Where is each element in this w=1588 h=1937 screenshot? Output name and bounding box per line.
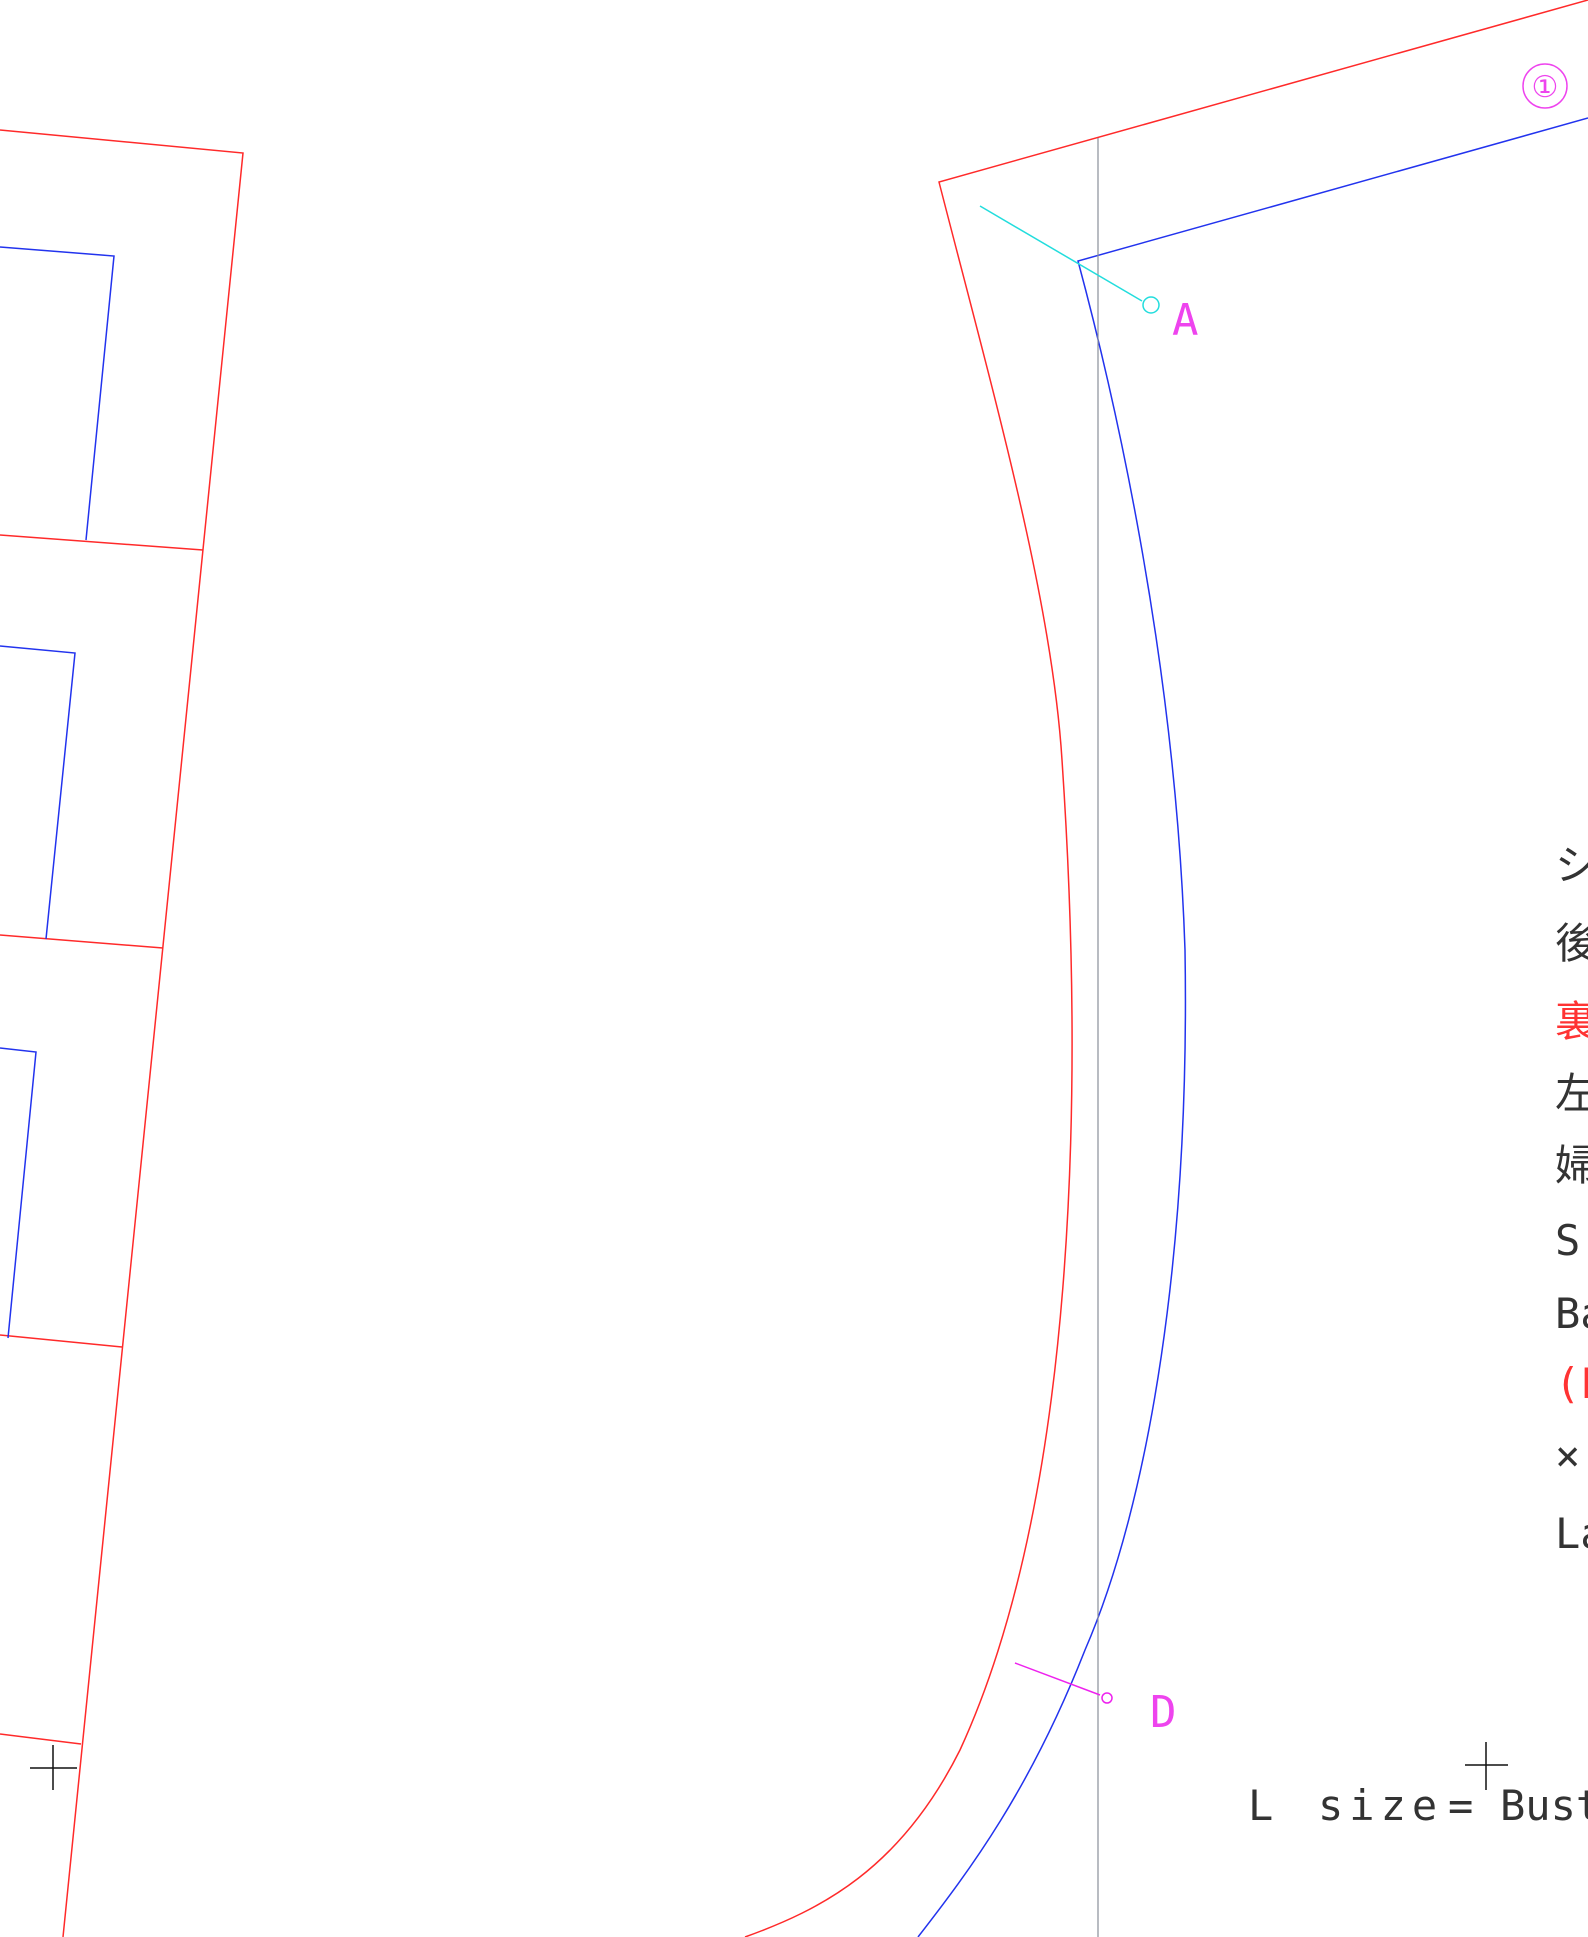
size-line-label: L — [1248, 1781, 1273, 1830]
point-a-label: A — [1172, 295, 1199, 346]
marker-a-circle — [1142, 296, 1160, 314]
piece-number-badge — [1522, 63, 1568, 109]
left-piece-seam-outline — [0, 129, 244, 1937]
right-pattern-piece — [744, 0, 1588, 1937]
left-piece-section-line-4 — [0, 1733, 82, 1745]
piece-number-circle — [1522, 63, 1568, 109]
size-line-measure: Bust — [1500, 1781, 1588, 1830]
size-line-equals: = — [1448, 1781, 1473, 1830]
registration-cross-right — [1465, 1742, 1508, 1790]
left-piece-section-line-1 — [0, 534, 204, 551]
marker-d-line — [1014, 1662, 1101, 1696]
left-piece-stitch-box-1 — [0, 246, 115, 541]
note-line-6: S — [1555, 1216, 1580, 1265]
note-line-8: (L — [1555, 1359, 1588, 1408]
right-piece-stitch-line — [917, 117, 1588, 1937]
registration-cross-left — [30, 1745, 77, 1790]
note-line-1: シ — [1555, 841, 1588, 890]
note-line-2: 後 — [1555, 919, 1588, 968]
left-piece-section-line-2 — [0, 934, 164, 949]
left-pattern-piece — [0, 129, 244, 1937]
piece-number: ① — [1532, 70, 1559, 105]
marker-a-line — [979, 205, 1143, 302]
left-piece-stitch-box-2 — [0, 645, 76, 940]
note-line-7: Ba — [1555, 1289, 1588, 1338]
note-line-5: 婦 — [1555, 1141, 1588, 1190]
marker-d-circle — [1101, 1692, 1113, 1704]
size-line-word: size — [1318, 1781, 1443, 1830]
labels: ① A D シ 後 裏 左 婦 S Ba (L × La L size = Bu… — [1150, 70, 1588, 1830]
note-line-4: 左 — [1555, 1069, 1588, 1118]
marker-d — [1014, 1662, 1113, 1704]
note-line-9: × — [1555, 1431, 1580, 1480]
left-piece-section-line-3 — [0, 1334, 123, 1348]
point-d-label: D — [1150, 1687, 1177, 1738]
note-line-3: 裏 — [1555, 997, 1588, 1046]
right-piece-seam-outline — [744, 0, 1588, 1937]
marker-a — [979, 205, 1160, 314]
left-piece-stitch-box-3 — [0, 1047, 37, 1339]
note-line-10: La — [1555, 1509, 1588, 1558]
